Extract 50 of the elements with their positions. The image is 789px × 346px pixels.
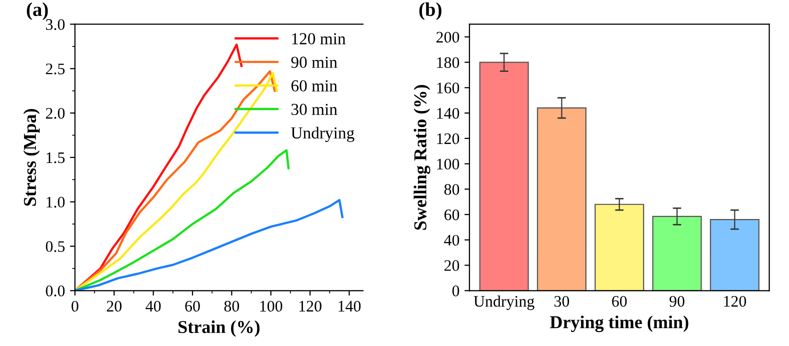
y-tick-label: 140 bbox=[437, 108, 460, 119]
y-tick-label: 160 bbox=[437, 82, 460, 94]
y-tick-label: 2.0 bbox=[46, 108, 65, 119]
chart-title: (b) bbox=[419, 2, 442, 20]
x-tick-label: 60 bbox=[185, 300, 200, 312]
line-series bbox=[74, 149, 290, 291]
y-tick-label: 100 bbox=[437, 158, 460, 170]
x-axis-title: Drying time (min) bbox=[550, 316, 688, 332]
y-tick-label: 1.5 bbox=[46, 152, 65, 164]
x-tick-label: 30 bbox=[554, 296, 570, 307]
x-tick-label: 20 bbox=[106, 300, 122, 312]
y-tick-label: 80 bbox=[444, 184, 460, 195]
x-tick-label: 80 bbox=[224, 300, 240, 312]
y-tick-label: 0.5 bbox=[46, 241, 65, 252]
bar bbox=[594, 204, 644, 291]
y-tick-label: 40 bbox=[444, 234, 460, 246]
x-tick-label: 0 bbox=[72, 300, 78, 312]
y-tick-label: 200 bbox=[436, 32, 460, 43]
y-tick-label: 2.5 bbox=[46, 64, 65, 74]
x-tick-label: 120 bbox=[724, 296, 746, 307]
legend-label: Undrying bbox=[291, 126, 354, 142]
y-tick-label: 3.0 bbox=[46, 19, 65, 30]
y-tick-label: 180 bbox=[437, 57, 460, 68]
x-tick-label: 120 bbox=[299, 300, 322, 312]
y-tick-label: 120 bbox=[437, 133, 460, 144]
legend-label: 90 min bbox=[291, 56, 338, 68]
legend-label: 30 min bbox=[292, 104, 338, 116]
bar bbox=[536, 107, 586, 291]
legend-label: 60 min bbox=[291, 80, 338, 92]
line-series bbox=[74, 198, 344, 291]
y-axis-title: Stress (Mpa) bbox=[23, 108, 40, 206]
x-axis-title: Strain (%) bbox=[178, 320, 260, 337]
x-tick-label: 60 bbox=[612, 296, 627, 307]
bar bbox=[479, 62, 529, 291]
y-tick-label: 0 bbox=[452, 286, 460, 296]
bar bbox=[652, 216, 702, 291]
line-series bbox=[74, 44, 243, 291]
x-tick-label: 90 bbox=[670, 296, 684, 307]
x-tick-label: 100 bbox=[260, 300, 282, 312]
y-tick-label: 0.0 bbox=[46, 286, 65, 296]
bar bbox=[710, 219, 760, 291]
x-tick-label: 140 bbox=[338, 300, 361, 312]
x-tick-label: Undrying bbox=[474, 296, 534, 310]
y-axis-title: Swelling Ratio (%) bbox=[414, 85, 430, 230]
x-tick-label: 40 bbox=[146, 300, 161, 312]
legend-label: 120 min bbox=[292, 33, 346, 44]
y-tick-label: 1.0 bbox=[46, 196, 65, 208]
chart-title: (a) bbox=[26, 2, 48, 20]
y-tick-label: 20 bbox=[444, 260, 460, 271]
y-tick-label: 60 bbox=[444, 209, 460, 220]
